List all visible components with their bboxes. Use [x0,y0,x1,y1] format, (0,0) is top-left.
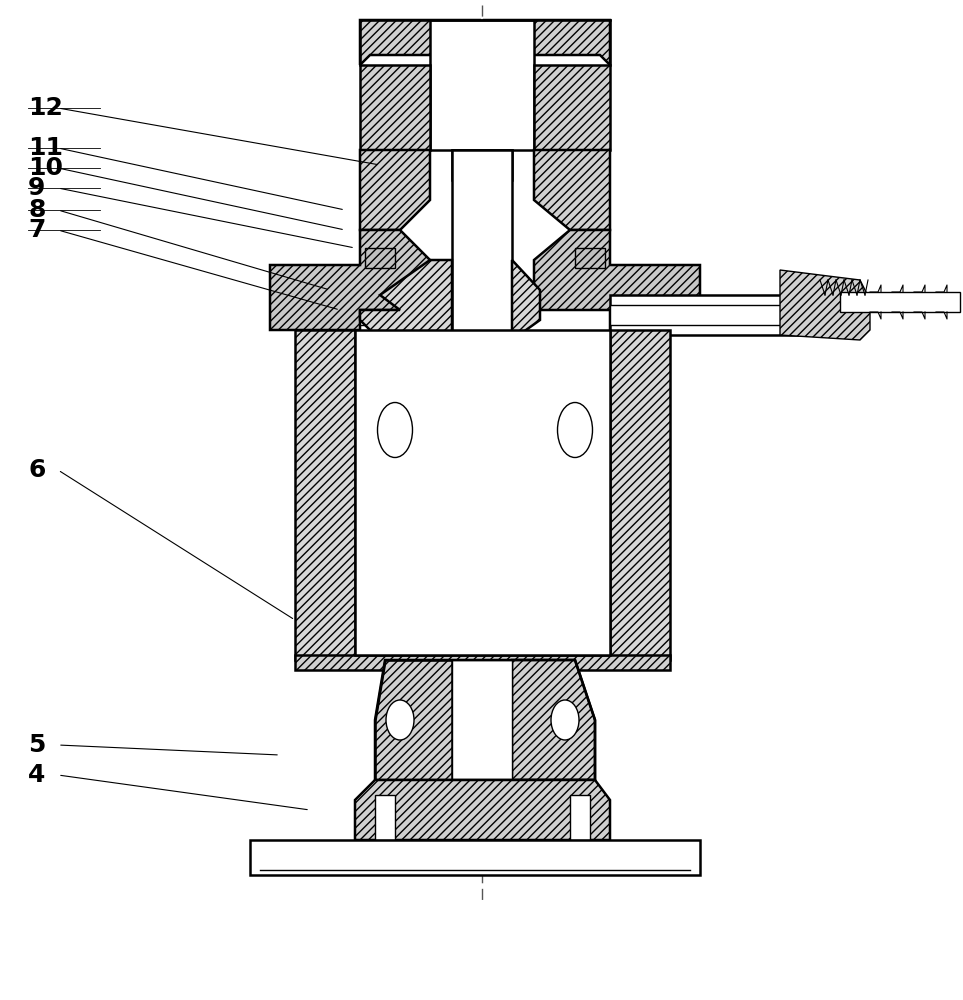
Polygon shape [375,660,452,780]
Polygon shape [452,660,512,780]
Polygon shape [575,248,605,268]
Polygon shape [360,65,430,150]
Ellipse shape [386,700,414,740]
Bar [355,330,610,655]
Text: 4: 4 [28,763,45,787]
Text: 11: 11 [28,136,63,160]
Bar [610,305,840,325]
Polygon shape [512,260,540,340]
Bar [610,295,840,335]
Polygon shape [780,270,870,340]
Polygon shape [360,150,430,230]
Bar [570,795,590,840]
Ellipse shape [551,700,579,740]
Text: 7: 7 [28,218,45,242]
Bar [452,150,512,400]
Polygon shape [610,330,670,660]
Polygon shape [365,248,395,268]
Polygon shape [360,260,452,340]
Bar [452,150,512,180]
Bar [295,655,670,670]
Polygon shape [840,292,960,312]
Ellipse shape [377,402,412,458]
Text: 12: 12 [28,96,63,120]
Polygon shape [355,780,610,840]
Polygon shape [484,20,610,65]
Text: 10: 10 [28,156,63,180]
Text: 6: 6 [28,458,45,482]
Polygon shape [270,230,430,330]
Text: 5: 5 [28,733,45,757]
Polygon shape [360,20,480,65]
Text: 9: 9 [28,176,45,200]
Bar [430,20,534,150]
Bar [250,840,700,875]
Polygon shape [534,230,700,330]
Polygon shape [512,660,595,780]
Polygon shape [534,150,610,230]
Bar [375,795,395,840]
Text: 8: 8 [28,198,45,222]
Ellipse shape [558,402,592,458]
Polygon shape [534,65,610,150]
Polygon shape [360,310,430,325]
Polygon shape [295,330,355,660]
